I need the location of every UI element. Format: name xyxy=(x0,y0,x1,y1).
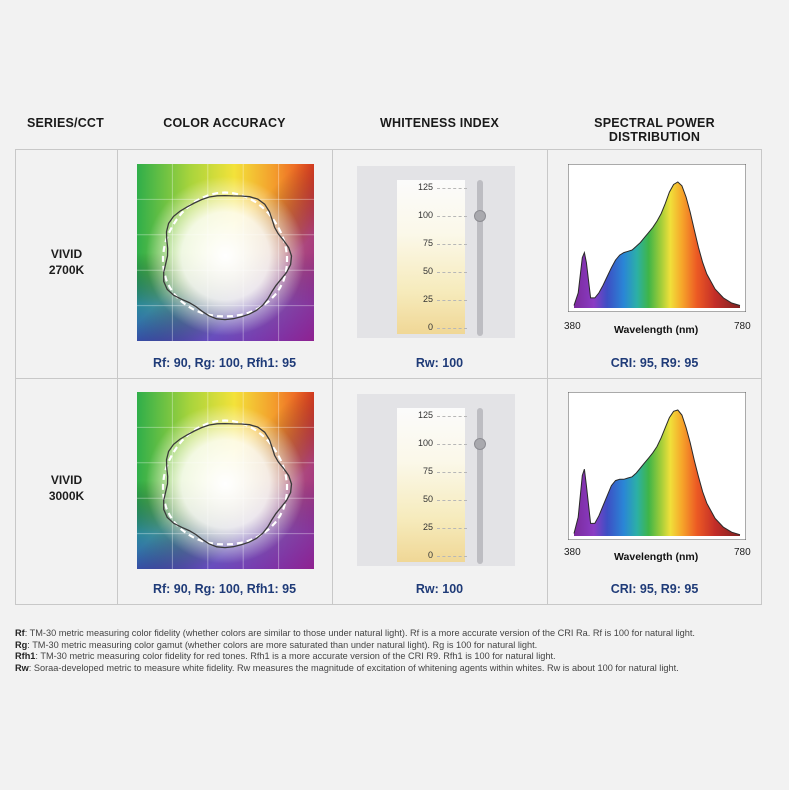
color-gamut-graphic xyxy=(137,392,314,569)
reference-gamut xyxy=(161,419,289,546)
whiteness-tick-line xyxy=(437,328,467,329)
color-accuracy-caption: Rf: 90, Rg: 100, Rfh1: 95 xyxy=(152,582,297,596)
whiteness-tick-line xyxy=(437,244,467,245)
whiteness-tick-label: 50 xyxy=(422,494,433,504)
whiteness-tick-label: 0 xyxy=(427,322,433,332)
spd-x-max-label: 780 xyxy=(734,321,751,332)
footnote: Rfh1: TM-30 metric measuring color fidel… xyxy=(15,651,556,662)
footnote: Rw: Soraa-developed metric to measure wh… xyxy=(15,662,679,673)
whiteness-tick-line xyxy=(437,216,467,217)
whiteness-track xyxy=(477,408,483,564)
spd-x-min-label: 380 xyxy=(564,321,581,332)
footnote: Rf: TM-30 metric measuring color fidelit… xyxy=(15,628,695,638)
spd-xlabel: Wavelength (nm) xyxy=(614,551,699,563)
spd-caption: CRI: 95, R9: 95 xyxy=(610,356,699,370)
series-cct: 2700K xyxy=(48,263,85,277)
spd-line xyxy=(573,409,741,536)
whiteness-caption: Rw: 100 xyxy=(415,582,464,596)
whiteness-caption: Rw: 100 xyxy=(415,356,464,370)
whiteness-tick-label: 25 xyxy=(422,294,433,304)
column-divider xyxy=(117,150,118,604)
series-name: VIVID xyxy=(50,473,83,487)
whiteness-tick-label: 100 xyxy=(417,210,433,220)
whiteness-tick-line xyxy=(437,528,467,529)
whiteness-bar xyxy=(397,180,465,334)
whiteness-tick-line xyxy=(437,500,467,501)
series-label: VIVID 3000K xyxy=(16,472,117,504)
whiteness-tick-line xyxy=(437,472,467,473)
whiteness-tick-label: 25 xyxy=(422,522,433,532)
whiteness-tick-label: 75 xyxy=(422,238,433,248)
color-gamut-graphic xyxy=(137,164,314,341)
reference-gamut xyxy=(161,191,289,318)
footnote: Rg: TM-30 metric measuring color gamut (… xyxy=(15,639,538,650)
spd-x-max-label: 780 xyxy=(734,547,751,558)
spd-caption: CRI: 95, R9: 95 xyxy=(610,582,699,596)
whiteness-tick-line xyxy=(437,272,467,273)
test-gamut xyxy=(163,422,293,549)
whiteness-scale: 125 100 75 50 25 0 xyxy=(357,394,515,566)
test-gamut xyxy=(163,194,293,321)
whiteness-tick-label: 0 xyxy=(427,550,433,560)
footnotes: Rf: TM-30 metric measuring color fidelit… xyxy=(15,628,775,674)
row-divider xyxy=(16,378,761,379)
header-color-accuracy: COLOR ACCURACY xyxy=(163,116,286,130)
whiteness-tick-line xyxy=(437,444,467,445)
spd-area xyxy=(574,182,740,308)
header-series: SERIES/CCT xyxy=(26,116,104,130)
series-label: VIVID 2700K xyxy=(16,246,117,278)
spd-chart xyxy=(568,392,746,540)
header-spd: SPECTRAL POWER DISTRIBUTION xyxy=(594,116,715,144)
whiteness-track xyxy=(477,180,483,336)
whiteness-indicator xyxy=(474,438,486,450)
whiteness-bar xyxy=(397,408,465,562)
spd-xlabel: Wavelength (nm) xyxy=(614,324,699,336)
header-whiteness-index: WHITENESS INDEX xyxy=(380,116,499,130)
whiteness-scale: 125 100 75 50 25 0 xyxy=(357,166,515,338)
whiteness-tick-line xyxy=(437,416,467,417)
whiteness-tick-line xyxy=(437,300,467,301)
comparison-table: VIVID 2700K Rf: 90, Rg: 100, Rfh1: 95 12… xyxy=(15,149,762,605)
color-accuracy-caption: Rf: 90, Rg: 100, Rfh1: 95 xyxy=(152,356,297,370)
whiteness-tick-line xyxy=(437,556,467,557)
column-divider xyxy=(547,150,548,604)
spd-chart xyxy=(568,164,746,312)
spd-line xyxy=(573,181,741,306)
whiteness-tick-label: 125 xyxy=(417,410,433,420)
whiteness-tick-label: 125 xyxy=(417,182,433,192)
whiteness-tick-label: 50 xyxy=(422,266,433,276)
column-divider xyxy=(332,150,333,604)
whiteness-tick-label: 100 xyxy=(417,438,433,448)
whiteness-tick-label: 75 xyxy=(422,466,433,476)
series-cct: 3000K xyxy=(48,489,85,503)
whiteness-tick-line xyxy=(437,188,467,189)
spd-x-min-label: 380 xyxy=(564,547,581,558)
spd-area xyxy=(574,410,740,536)
series-name: VIVID xyxy=(50,247,83,261)
whiteness-indicator xyxy=(474,210,486,222)
